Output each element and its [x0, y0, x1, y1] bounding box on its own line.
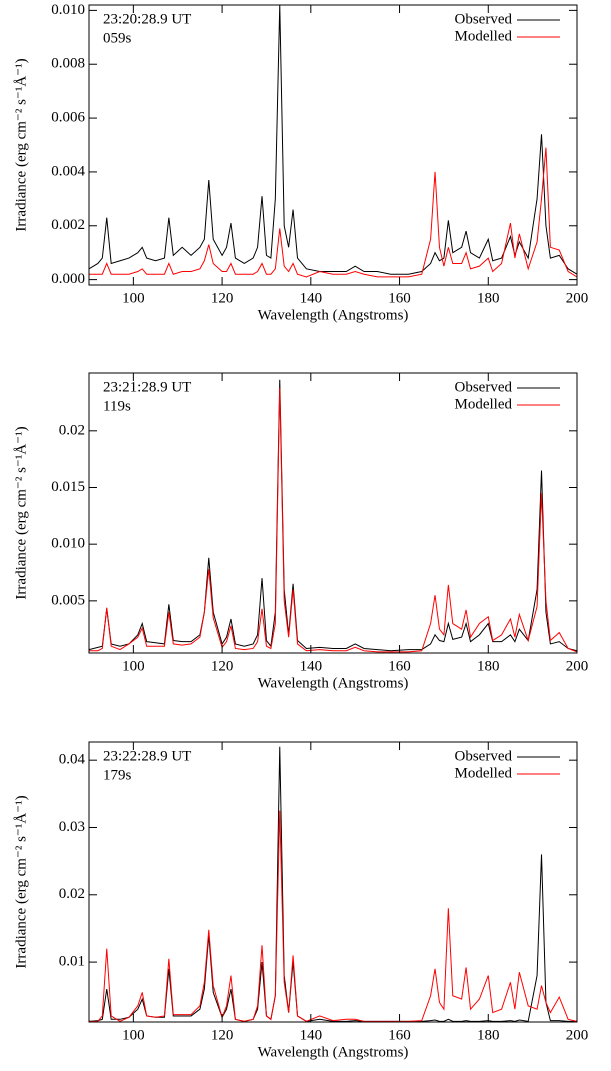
y-tick-label: 0.005: [51, 592, 85, 608]
y-tick-label: 0.010: [51, 536, 85, 552]
x-tick-label: 120: [211, 1027, 234, 1043]
panel: 100 120 140 160 180 200 0.000 0.002 0.004 0.006 0.…: [13, 2, 588, 324]
spectrum-line: [89, 746, 577, 1022]
x-tick-label: 180: [477, 658, 500, 674]
x-tick-label: 140: [300, 290, 323, 306]
legend-label: Modelled: [455, 396, 513, 412]
y-axis-label: Irradiance (erg cm⁻² s⁻¹Å⁻¹): [13, 58, 29, 231]
y-tick-label: 0.03: [59, 819, 85, 835]
annotation: 059s: [103, 30, 132, 46]
spectrum-line: [89, 5, 577, 275]
y-tick-label: 0.02: [59, 886, 85, 902]
x-axis-label: Wavelength (Angstroms): [258, 675, 409, 691]
x-tick-label: 180: [477, 290, 500, 306]
annotation: 119s: [103, 398, 131, 414]
y-tick-label: 0.000: [51, 271, 85, 287]
plot-area: [89, 5, 577, 278]
y-tick-label: 0.002: [51, 217, 85, 233]
x-tick-label: 180: [477, 1027, 500, 1043]
y-tick-label: 0.008: [51, 56, 85, 72]
x-tick-label: 200: [566, 658, 589, 674]
x-tick-label: 140: [300, 658, 323, 674]
spectrum-line: [89, 147, 577, 278]
y-tick-label: 0.02: [59, 422, 85, 438]
y-tick-label: 0.010: [51, 2, 85, 18]
x-tick-label: 100: [122, 658, 145, 674]
spectrum-line: [89, 810, 577, 1022]
plot-frame: [88, 741, 578, 1023]
annotation: 23:22:28.9 UT: [103, 748, 191, 764]
x-tick-label: 200: [566, 1027, 589, 1043]
plot-frame: [88, 372, 578, 654]
y-tick-label: 0.004: [51, 163, 85, 179]
y-tick-label: 0.006: [51, 110, 85, 126]
legend-label: Observed: [455, 379, 513, 395]
plot-area: [89, 746, 577, 1022]
plot-frame: [88, 4, 578, 286]
x-axis-label: Wavelength (Angstroms): [258, 307, 409, 323]
x-tick-label: 160: [388, 658, 411, 674]
spectrum-line: [89, 379, 577, 652]
x-tick-label: 140: [300, 1027, 323, 1043]
plot-area: [89, 379, 577, 653]
x-tick-label: 100: [122, 1027, 145, 1043]
y-axis-label: Irradiance (erg cm⁻² s⁻¹Å⁻¹): [13, 795, 29, 968]
x-tick-label: 160: [388, 1027, 411, 1043]
legend-label: Observed: [455, 748, 513, 764]
legend-label: Modelled: [455, 28, 513, 44]
y-tick-label: 0.01: [59, 954, 85, 970]
spectrum-line: [89, 387, 577, 653]
legend-label: Modelled: [455, 765, 513, 781]
x-tick-label: 160: [388, 290, 411, 306]
x-tick-label: 200: [566, 290, 589, 306]
panel: 100 120 140 160 180 200 0.005 0.010 0.015 0.02 Wav…: [13, 372, 589, 691]
x-tick-label: 120: [211, 290, 234, 306]
y-tick-label: 0.015: [51, 479, 85, 495]
y-axis-label: Irradiance (erg cm⁻² s⁻¹Å⁻¹): [13, 426, 29, 599]
annotation: 23:21:28.9 UT: [103, 379, 191, 395]
x-axis-label: Wavelength (Angstroms): [258, 1044, 409, 1060]
legend-label: Observed: [455, 11, 513, 27]
panel: 100 120 140 160 180 200 0.01 0.02 0.03 0.04 Wavele…: [13, 741, 589, 1060]
annotation: 179s: [103, 767, 132, 783]
x-tick-label: 100: [122, 290, 145, 306]
x-tick-label: 120: [211, 658, 234, 674]
y-tick-label: 0.04: [59, 752, 86, 768]
annotation: 23:20:28.9 UT: [103, 11, 191, 27]
